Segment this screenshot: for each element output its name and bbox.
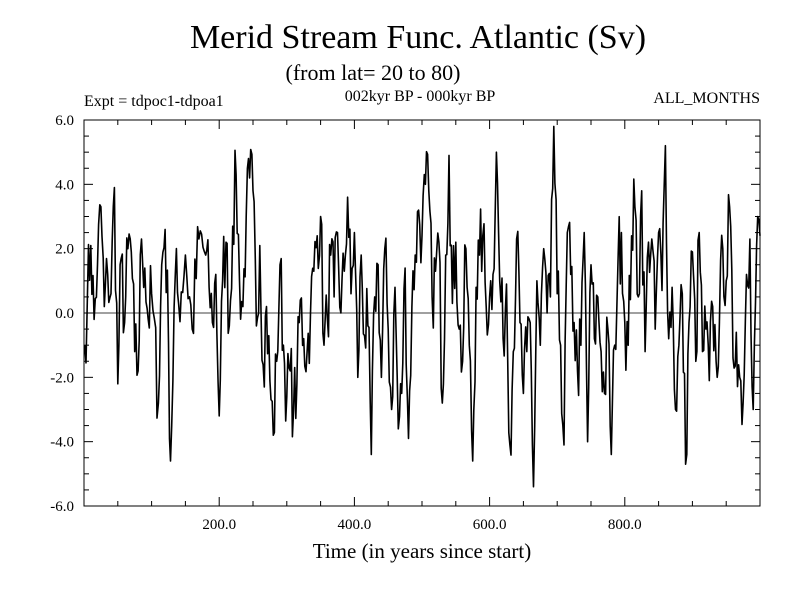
x-axis-label: Time (in years since start)	[313, 539, 532, 563]
y-tick-label: 6.0	[55, 113, 74, 129]
y-tick-label: 0.0	[55, 306, 74, 322]
experiment-label: Expt = tdpoc1-tdpoa1	[84, 93, 224, 110]
y-tick-label: -4.0	[50, 435, 74, 451]
months-label: ALL_MONTHS	[653, 90, 760, 107]
x-tick-label: 600.0	[473, 517, 507, 533]
y-tick-label: 4.0	[55, 177, 74, 193]
series-line	[83, 125, 761, 488]
chart-title: Merid Stream Func. Atlantic (Sv)	[190, 19, 646, 56]
x-tick-label: 800.0	[608, 517, 642, 533]
x-tick-label: 200.0	[202, 517, 236, 533]
plot-area: -6.0 -4.0 -2.0 0.0 2.0 4.0 6.0 200.0 400.0 600.0 8…	[50, 113, 761, 533]
y-tick-label: -6.0	[50, 499, 74, 515]
x-tick-label: 400.0	[338, 517, 372, 533]
period-label: 002kyr BP - 000kyr BP	[345, 88, 496, 105]
y-tick-label: 2.0	[55, 242, 74, 258]
y-tick-label: -2.0	[50, 370, 74, 386]
chart-subtitle: (from lat= 20 to 80)	[286, 60, 461, 85]
